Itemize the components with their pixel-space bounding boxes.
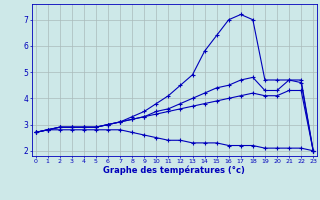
X-axis label: Graphe des températures (°c): Graphe des températures (°c) xyxy=(103,165,245,175)
